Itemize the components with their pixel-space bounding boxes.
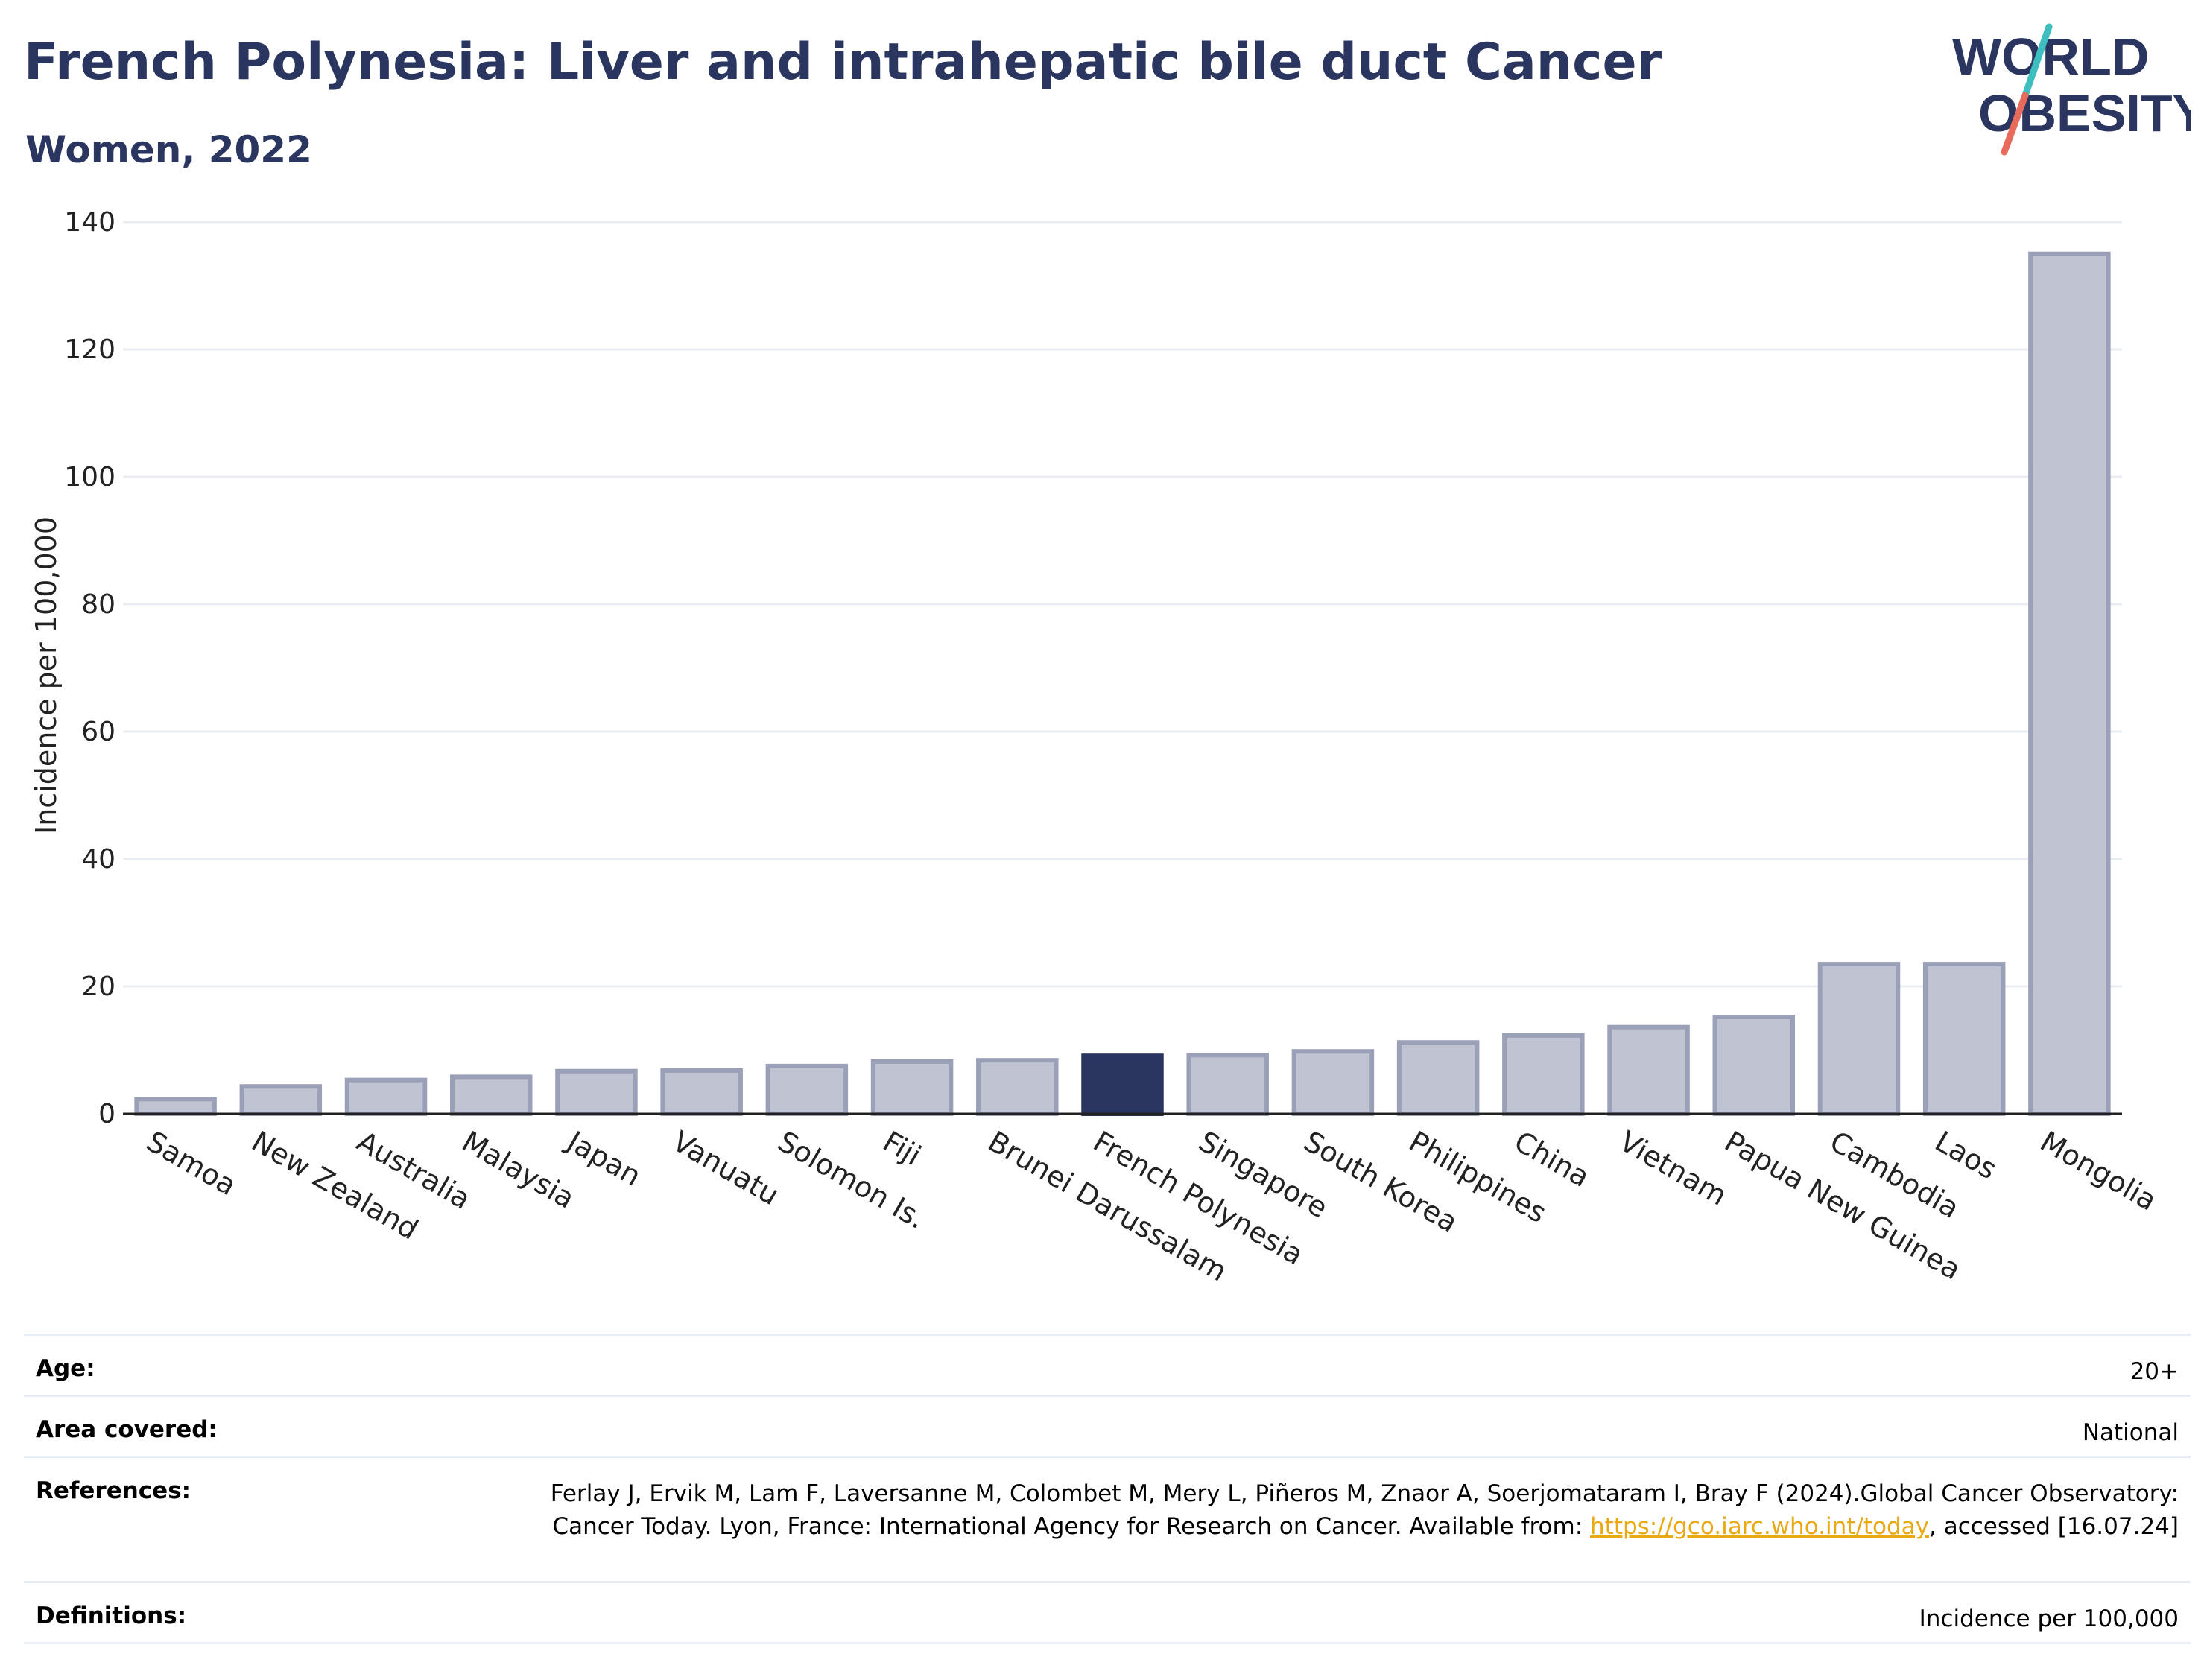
info-row-area: Area covered: National [24, 1397, 2191, 1458]
x-tick-label: Vietnam [1614, 1125, 1732, 1212]
bar-highlighted [1081, 1053, 1164, 1116]
age-value: 20+ [2129, 1358, 2179, 1385]
references-text-1: Ferlay J, Ervik M, Lam F, Laversanne M, … [550, 1480, 2179, 1540]
info-row-age: Age: 20+ [24, 1336, 2191, 1397]
y-tick-label: 20 [81, 971, 115, 1002]
bar [765, 1063, 849, 1116]
area-value: National [2082, 1419, 2179, 1446]
x-tick-label: Fiji [878, 1125, 927, 1172]
y-tick-label: 60 [81, 717, 115, 747]
references-link[interactable]: https://gco.iarc.who.int/today [1590, 1513, 1929, 1540]
y-tick-label: 140 [64, 207, 115, 238]
age-label: Age: [36, 1355, 95, 1382]
y-tick-label: 120 [64, 335, 115, 365]
world-obesity-logo: WORLD OBESITY [1952, 23, 2191, 156]
chart-title: French Polynesia: Liver and intrahepatic… [24, 33, 1662, 92]
bar [344, 1077, 428, 1117]
y-tick-label: 100 [64, 462, 115, 492]
x-tick-label: Samoa [141, 1125, 241, 1202]
chart-subtitle: Women, 2022 [25, 128, 312, 171]
bar [2028, 251, 2111, 1116]
bar [1186, 1053, 1269, 1116]
references-text-2: , accessed [16.07.24] [1928, 1513, 2179, 1540]
bar [239, 1084, 323, 1116]
info-table: Age: 20+ Area covered: National Referenc… [24, 1334, 2191, 1644]
y-axis-ticks: 0 20 40 60 80 100 120 140 [64, 207, 115, 1129]
bar [1817, 962, 1901, 1116]
x-tick-label: Mongolia [2035, 1125, 2162, 1217]
bar [1712, 1015, 1796, 1117]
bar [1922, 962, 2006, 1116]
x-tick-label: Laos [1930, 1125, 2003, 1186]
area-label: Area covered: [36, 1416, 218, 1443]
y-axis-title: Incidence per 100,000 [30, 516, 63, 834]
info-row-references: References: Ferlay J, Ervik M, Lam F, La… [24, 1458, 2191, 1583]
bar [660, 1068, 743, 1116]
references-value: Ferlay J, Ervik M, Lam F, Laversanne M, … [502, 1477, 2179, 1543]
bar [1396, 1040, 1480, 1116]
y-tick-label: 80 [81, 589, 115, 620]
y-tick-label: 40 [81, 844, 115, 875]
bar [1502, 1033, 1585, 1116]
y-tick-label: 0 [98, 1099, 115, 1129]
bar-chart: 0 20 40 60 80 100 120 140 Samoa New ZealandAustr… [30, 207, 2162, 1288]
bar [134, 1097, 217, 1116]
bar [1291, 1049, 1375, 1116]
bars [134, 251, 2111, 1117]
definitions-value: Incidence per 100,000 [1919, 1605, 2179, 1632]
x-tick-label: Vanuatu [667, 1125, 785, 1211]
bar [555, 1068, 638, 1116]
gridlines [123, 221, 2122, 988]
bar [976, 1058, 1059, 1117]
bar [1607, 1024, 1690, 1116]
info-row-definitions: Definitions: Incidence per 100,000 [24, 1583, 2191, 1644]
logo-text-world: WORLD [1952, 28, 2149, 86]
references-label: References: [36, 1477, 191, 1504]
bar [449, 1074, 533, 1117]
logo-slash-bottom [2001, 92, 2029, 156]
bar [870, 1059, 954, 1117]
x-tick-label: Malaysia [457, 1125, 580, 1215]
definitions-label: Definitions: [36, 1603, 187, 1629]
logo-slash-top [2021, 23, 2053, 99]
